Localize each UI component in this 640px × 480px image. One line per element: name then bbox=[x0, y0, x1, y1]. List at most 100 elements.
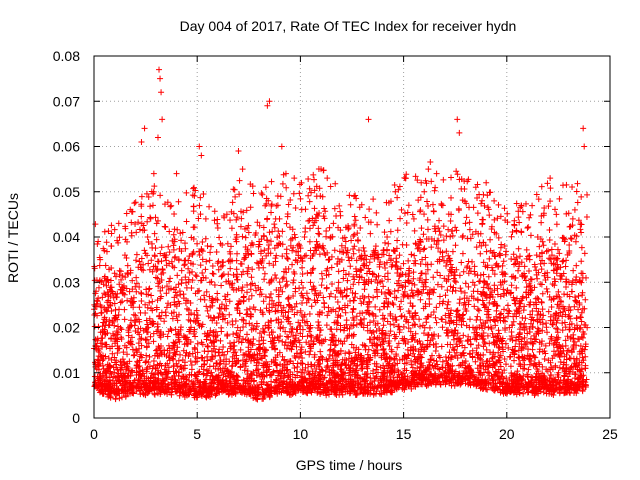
data-point bbox=[245, 296, 252, 303]
data-point bbox=[551, 241, 558, 248]
data-point bbox=[445, 272, 452, 279]
data-point bbox=[223, 356, 230, 363]
data-point bbox=[562, 263, 569, 270]
data-point bbox=[284, 256, 291, 263]
data-point bbox=[524, 352, 531, 359]
data-point bbox=[451, 278, 458, 285]
data-point bbox=[145, 340, 152, 347]
data-point bbox=[327, 290, 334, 297]
data-point bbox=[566, 312, 573, 319]
data-point bbox=[306, 311, 313, 318]
data-point bbox=[446, 349, 453, 356]
data-point bbox=[466, 316, 473, 323]
data-point bbox=[130, 294, 137, 301]
data-point bbox=[547, 256, 554, 263]
data-point bbox=[507, 363, 514, 370]
data-point bbox=[335, 279, 342, 286]
data-point bbox=[349, 309, 356, 316]
data-point bbox=[478, 242, 485, 249]
data-point bbox=[345, 355, 352, 362]
data-point bbox=[418, 225, 425, 232]
data-point bbox=[469, 231, 476, 238]
data-point bbox=[290, 244, 297, 251]
data-point bbox=[335, 268, 342, 275]
data-point bbox=[391, 356, 398, 363]
data-point bbox=[192, 359, 199, 366]
data-point bbox=[420, 330, 427, 337]
data-point bbox=[287, 236, 294, 243]
data-point bbox=[545, 308, 552, 315]
data-point bbox=[421, 245, 428, 252]
data-point bbox=[462, 280, 469, 287]
data-point bbox=[521, 334, 528, 341]
data-point bbox=[331, 247, 338, 254]
data-point bbox=[161, 347, 168, 354]
data-point bbox=[250, 336, 257, 343]
data-point bbox=[123, 285, 130, 292]
data-point bbox=[460, 332, 467, 339]
data-point bbox=[584, 324, 591, 331]
data-point bbox=[319, 275, 326, 282]
data-point bbox=[456, 272, 463, 279]
data-point bbox=[343, 249, 350, 256]
data-point bbox=[556, 352, 563, 359]
data-point bbox=[351, 276, 358, 283]
data-point bbox=[565, 313, 572, 320]
data-point bbox=[460, 268, 467, 275]
data-point bbox=[324, 312, 331, 319]
data-points bbox=[91, 66, 591, 403]
data-point bbox=[562, 283, 569, 290]
data-point bbox=[306, 351, 313, 358]
data-point bbox=[381, 261, 388, 268]
data-point bbox=[533, 267, 540, 274]
data-point bbox=[566, 242, 573, 249]
data-point bbox=[265, 245, 272, 252]
data-point bbox=[577, 324, 584, 331]
data-point bbox=[275, 228, 282, 235]
data-point bbox=[212, 349, 219, 356]
data-point bbox=[370, 317, 377, 324]
data-point bbox=[377, 279, 384, 286]
data-point bbox=[299, 333, 306, 340]
data-point bbox=[204, 343, 211, 350]
data-point bbox=[153, 236, 160, 243]
data-point bbox=[447, 261, 454, 268]
data-point bbox=[538, 249, 545, 256]
data-point bbox=[564, 333, 571, 340]
data-point bbox=[571, 324, 578, 331]
data-point bbox=[194, 349, 201, 356]
data-point bbox=[417, 261, 424, 267]
data-point bbox=[481, 278, 488, 285]
data-point bbox=[534, 295, 541, 302]
data-point bbox=[491, 271, 498, 278]
data-point bbox=[381, 356, 388, 363]
data-point bbox=[339, 293, 346, 300]
data-point bbox=[273, 275, 280, 282]
data-point bbox=[515, 267, 522, 274]
data-point bbox=[292, 257, 299, 264]
data-point bbox=[435, 225, 442, 232]
data-point bbox=[121, 316, 128, 323]
data-point bbox=[571, 338, 578, 345]
data-point bbox=[124, 297, 131, 304]
data-point bbox=[228, 363, 235, 370]
data-point bbox=[293, 343, 300, 350]
data-point bbox=[279, 253, 286, 260]
data-point bbox=[169, 315, 176, 322]
data-point bbox=[152, 245, 159, 252]
data-point bbox=[350, 306, 357, 313]
data-point bbox=[525, 366, 532, 373]
data-point bbox=[175, 281, 182, 288]
data-point bbox=[350, 246, 357, 253]
data-point bbox=[361, 248, 368, 255]
data-point bbox=[336, 248, 343, 255]
data-point bbox=[245, 264, 252, 271]
data-point bbox=[567, 235, 574, 242]
data-point bbox=[340, 275, 347, 282]
data-point bbox=[234, 324, 241, 331]
data-point bbox=[575, 306, 582, 313]
data-point bbox=[219, 272, 226, 279]
data-point bbox=[130, 311, 137, 318]
data-point bbox=[215, 349, 222, 356]
data-point bbox=[182, 245, 189, 252]
